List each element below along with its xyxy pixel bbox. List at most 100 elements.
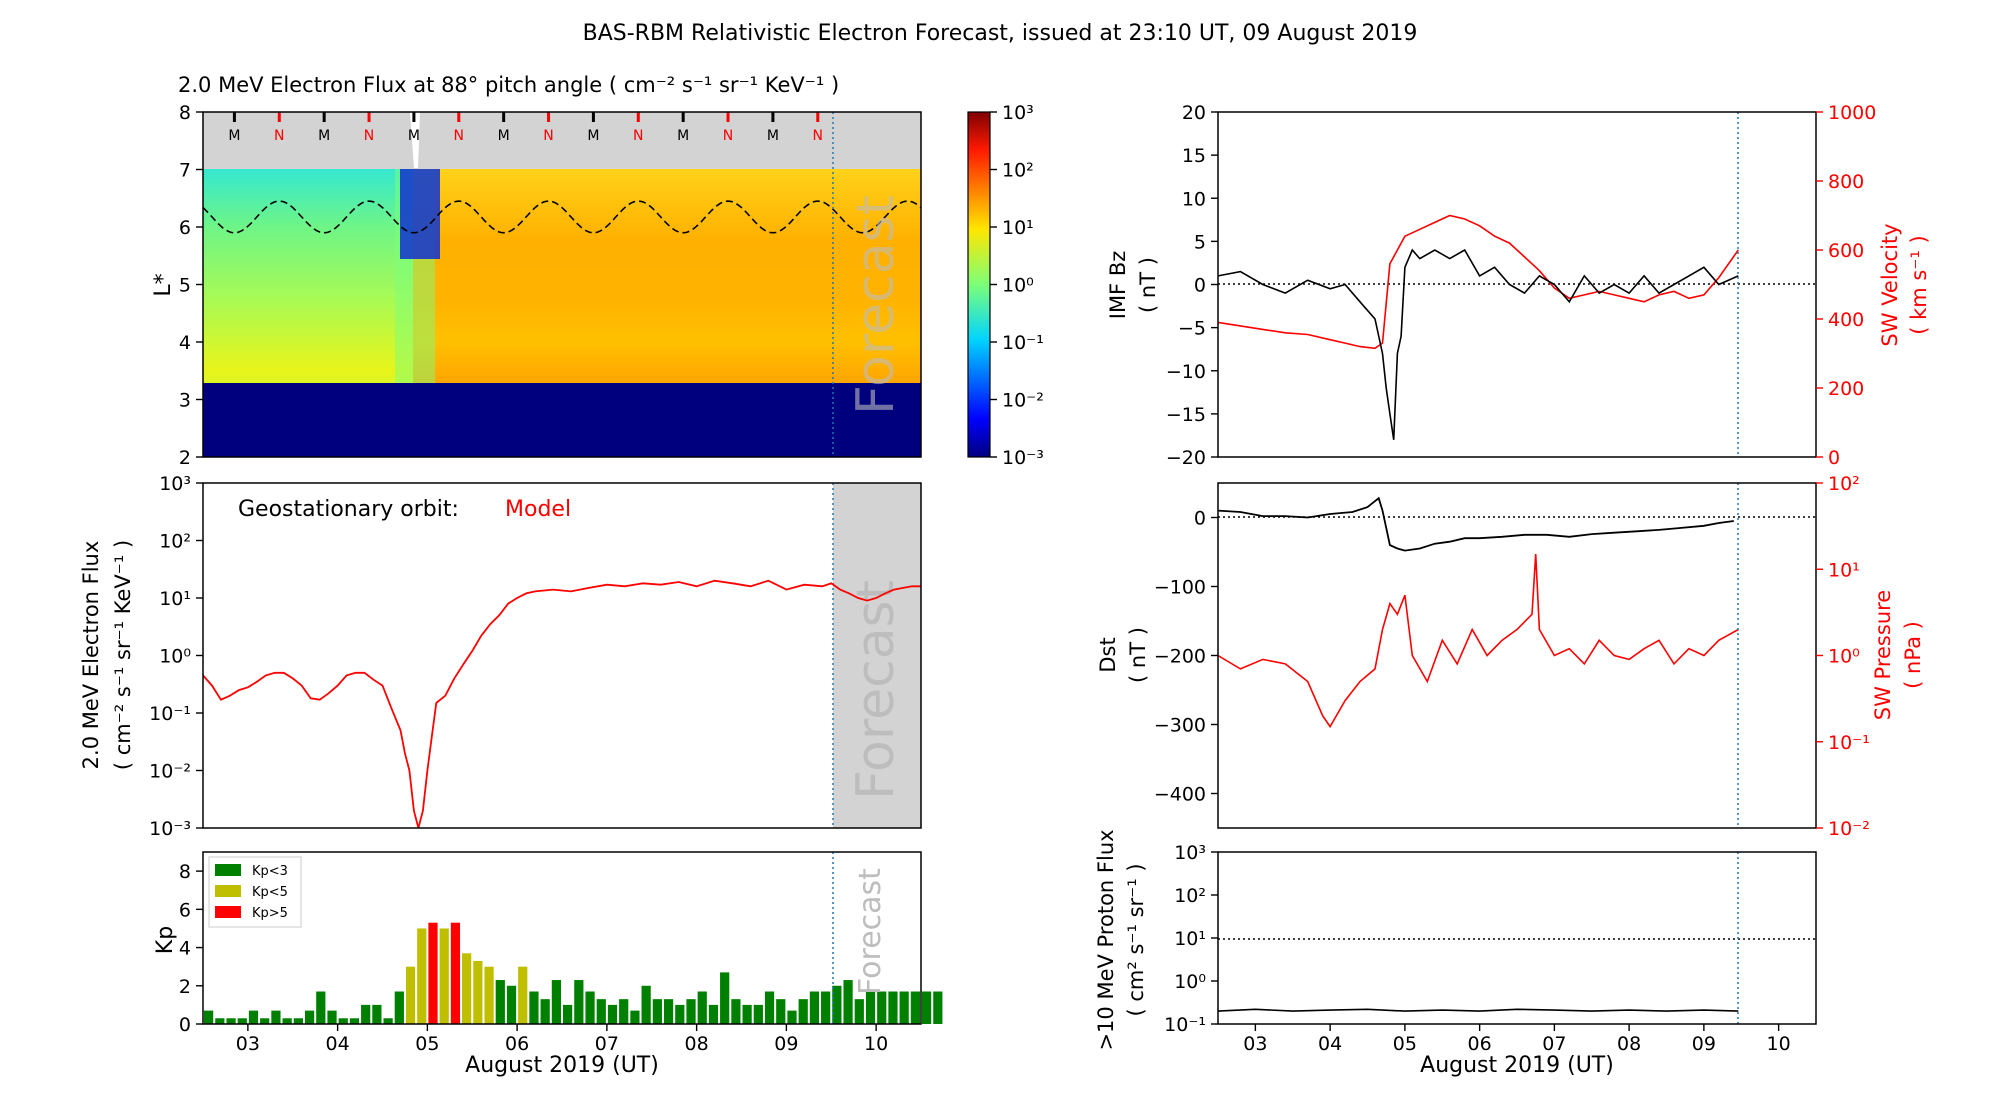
kp-bar <box>574 980 584 1024</box>
y-tick-label: 15 <box>1182 145 1206 167</box>
kp-bar <box>787 1010 797 1024</box>
imf-ylabel-line2: ( nT ) <box>1136 257 1160 313</box>
y-tick-label: 10⁻¹ <box>1002 332 1044 354</box>
y-tick-label: 5 <box>179 275 191 297</box>
geo-model-label: Model <box>505 497 571 522</box>
kp-ylabel: Kp <box>153 926 178 954</box>
kp-bar <box>630 1010 640 1024</box>
kp-legend-swatch-mid <box>215 885 241 897</box>
imf-y-ticks: −20 −15 −10 −5 0 5 10 15 20 <box>1166 102 1218 469</box>
proton-ylabel-line1: >10 MeV Proton Flux <box>1094 829 1118 1050</box>
right-xlabel: August 2019 (UT) <box>1420 1053 1614 1078</box>
dst-y-ticks: −400 −300 −200 −100 0 <box>1154 508 1218 806</box>
geo-flux-ylabel-line2: ( cm⁻² s⁻¹ sr⁻¹ KeV⁻¹ ) <box>111 540 135 770</box>
kp-bar <box>697 991 707 1024</box>
x-tick-label: 09 <box>774 1033 798 1055</box>
kp-bar <box>888 991 898 1024</box>
y-tick-label: 0 <box>1194 275 1206 297</box>
kp-bar <box>899 991 909 1024</box>
y-tick-label: 10⁻² <box>1828 818 1870 840</box>
x-tick-label: 09 <box>1692 1033 1716 1055</box>
kp-bar <box>271 1010 281 1024</box>
geo-annotation: Geostationary orbit: <box>238 497 459 522</box>
kp-bar <box>540 999 550 1024</box>
x-tick-label: 06 <box>1468 1033 1492 1055</box>
kp-bar <box>551 980 561 1024</box>
y-tick-label: 10⁰ <box>159 646 191 668</box>
dst-ylabel-line1: Dst <box>1096 637 1120 672</box>
y-tick-label: 10³ <box>1174 842 1206 864</box>
kp-bar <box>428 922 438 1024</box>
dst-line <box>1218 496 1734 552</box>
geo-lstar-dashed-line <box>203 200 921 234</box>
kp-bar <box>563 1004 573 1024</box>
y-tick-label: −20 <box>1166 447 1206 469</box>
left-x-ticks: 03 04 05 06 07 08 09 10 <box>236 1024 888 1055</box>
kp-bar <box>316 991 326 1024</box>
kp-bar <box>506 985 517 1024</box>
kp-bar <box>383 1018 393 1024</box>
x-tick-label: 05 <box>415 1033 439 1055</box>
kp-bar <box>776 999 786 1024</box>
proton-y-ticks: 10⁻¹ 10⁰ 10¹ 10² 10³ <box>1164 842 1218 1036</box>
kp-bar <box>529 991 539 1024</box>
kp-legend-low: Kp<3 <box>252 864 288 879</box>
figure-title: BAS-RBM Relativistic Electron Forecast, … <box>583 21 1418 46</box>
kp-bar <box>293 1018 303 1024</box>
kp-bar <box>327 1010 337 1024</box>
y-tick-label: 10¹ <box>1174 928 1206 950</box>
y-tick-label: 10¹ <box>1828 559 1860 581</box>
y-tick-label: 6 <box>179 217 191 239</box>
kp-bar <box>686 999 696 1024</box>
kp-bar <box>439 928 449 1024</box>
kp-bar <box>518 966 528 1024</box>
imf-bz-line <box>1218 248 1739 440</box>
y-tick-label: 10³ <box>159 473 191 495</box>
x-tick-label: 10 <box>864 1033 888 1055</box>
kp-bar <box>215 1018 225 1024</box>
y-tick-label: 0 <box>179 1014 191 1036</box>
y-tick-label: 10⁻² <box>149 761 191 783</box>
proton-flux-line <box>1218 1008 1739 1012</box>
proton-ylabel-line2: ( cm² s⁻¹ sr⁻¹ ) <box>1124 863 1148 1016</box>
imf-frame <box>1217 111 1817 458</box>
y-tick-label: 10⁰ <box>1174 971 1206 993</box>
kp-bar <box>495 980 505 1024</box>
kp-bar <box>372 1004 382 1024</box>
y-tick-label: 10² <box>1828 473 1860 495</box>
spectrogram-heatmap <box>203 112 921 457</box>
kp-bar <box>226 1018 236 1024</box>
y-tick-label: 10² <box>1002 160 1034 182</box>
kp-bar <box>753 1004 763 1024</box>
x-tick-label: 07 <box>595 1033 619 1055</box>
heatmap-dropout <box>400 169 440 259</box>
geo-flux-frame <box>202 482 922 829</box>
y-tick-label: 3 <box>179 390 191 412</box>
right-x-ticks: 03 04 05 06 07 08 09 10 <box>1243 1024 1791 1055</box>
y-tick-label: 10¹ <box>159 588 191 610</box>
geo-flux-line <box>203 579 921 828</box>
kp-legend-high: Kp>5 <box>252 906 288 921</box>
kp-bar <box>843 980 853 1024</box>
kp-bar <box>450 922 461 1024</box>
x-tick-label: 07 <box>1542 1033 1566 1055</box>
geo-flux-ylabel-line1: 2.0 MeV Electron Flux <box>79 541 103 770</box>
kp-bar <box>462 953 472 1024</box>
geo-flux-y-ticks: 10⁻³ 10⁻² 10⁻¹ 10⁰ 10¹ 10² 10³ <box>149 473 203 840</box>
kp-bar <box>607 1004 618 1024</box>
y-tick-label: 10¹ <box>1002 217 1034 239</box>
kp-bar <box>304 1010 315 1024</box>
colorbar <box>967 111 991 458</box>
spectrogram-ylabel: L* <box>151 273 176 296</box>
kp-bar <box>764 991 775 1024</box>
kp-bar <box>922 991 932 1024</box>
sw-pressure-line <box>1218 554 1739 729</box>
colorbar-ticks: 10⁻³ 10⁻² 10⁻¹ 10⁰ 10¹ 10² 10³ <box>990 102 1044 469</box>
x-tick-label: 08 <box>685 1033 709 1055</box>
kp-bar <box>349 1018 360 1024</box>
magnetopause-gap <box>410 112 420 168</box>
y-tick-label: 10⁰ <box>1828 646 1860 668</box>
y-tick-label: 4 <box>179 938 191 960</box>
proton-frame <box>1217 851 1817 1025</box>
y-tick-label: 20 <box>1182 102 1206 124</box>
